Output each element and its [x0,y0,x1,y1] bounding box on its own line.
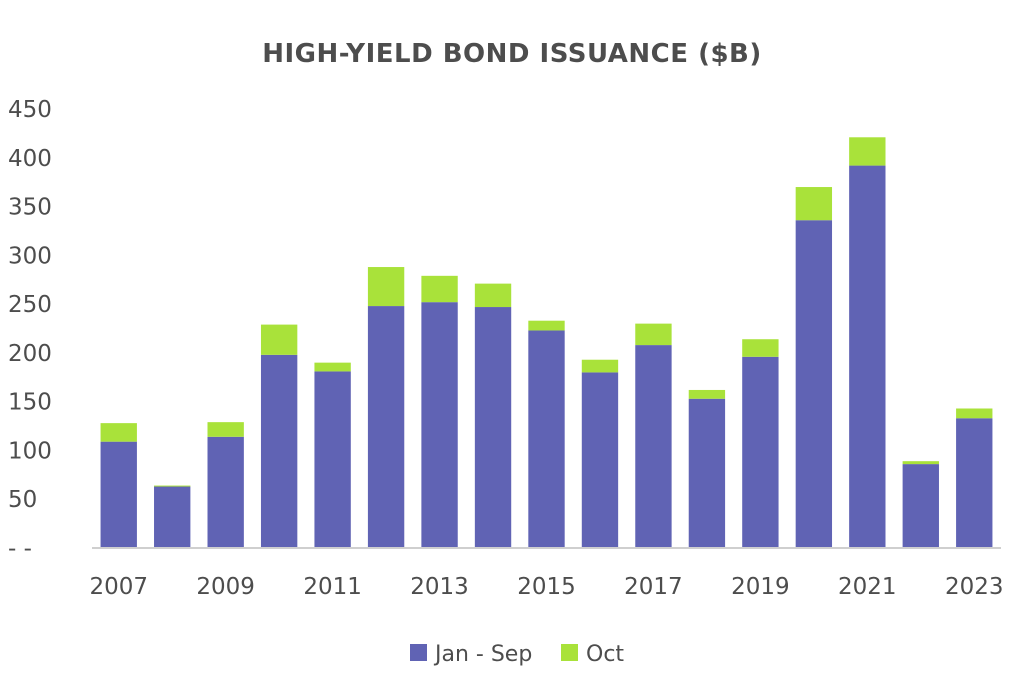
legend: Jan - Sep Oct [410,642,624,667]
bar-jan-sep-2019 [742,356,779,548]
bar-oct-2014 [474,283,512,308]
x-tick-label: 2007 [89,574,148,600]
bar-jan-sep-2007 [100,441,137,548]
bar-jan-sep-2009 [207,436,244,548]
bar-jan-sep-2013 [421,302,458,548]
bar-jan-sep-2020 [795,220,833,548]
bar-oct-2018 [688,389,726,399]
bar-oct-2007 [100,423,137,442]
bar-oct-2020 [795,187,833,221]
bar-jan-sep-2018 [688,398,726,548]
y-tick-label: 100 [8,438,52,464]
bar-jan-sep-2012 [367,306,405,548]
bar-jan-sep-2021 [849,165,886,548]
bar-oct-2017 [635,323,672,346]
legend-label: Jan - Sep [433,642,532,667]
y-tick-label: 450 [8,97,52,123]
bar-oct-2019 [742,339,779,357]
y-tick-label: - - [8,536,32,562]
bar-oct-2009 [207,422,244,437]
x-tick-label: 2017 [624,574,683,600]
y-tick-label: 250 [8,292,52,318]
bar-oct-2011 [314,362,351,372]
bar-oct-2015 [528,320,565,331]
bar-oct-2013 [421,275,458,303]
x-tick-label: 2009 [196,574,255,600]
y-tick-label: 400 [8,146,52,172]
bar-oct-2016 [581,359,619,373]
x-tick-label: 2021 [838,574,897,600]
bar-oct-2023 [956,408,993,419]
x-axis: 2007 2009 2011 2013 2015 2017 2019 2021 2023 [89,574,1003,600]
bar-jan-sep-2014 [474,307,512,548]
x-tick-label: 2011 [303,574,362,600]
y-tick-label: 150 [8,390,52,416]
bar-oct-2010 [260,324,298,355]
bar-jan-sep-2008 [154,486,191,548]
y-tick-label: 300 [8,243,52,269]
y-tick-label: 200 [8,341,52,367]
bar-jan-sep-2017 [635,345,672,548]
bar-oct-2022 [902,461,939,465]
bar-jan-sep-2015 [528,330,565,548]
bar-oct-2012 [367,267,405,307]
bar-jan-sep-2022 [902,464,939,548]
x-tick-label: 2013 [410,574,469,600]
bar-jan-sep-2011 [314,371,351,548]
legend-swatch [410,644,427,661]
bar-oct-2021 [849,137,886,166]
legend-swatch [561,644,578,661]
legend-label: Oct [586,642,624,667]
bar-jan-sep-2010 [260,354,298,548]
x-tick-label: 2023 [945,574,1004,600]
bar-oct-2008 [154,485,191,487]
y-tick-label: 350 [8,195,52,221]
bar-jan-sep-2016 [581,372,619,548]
y-axis: - - 50 100 150 200 250 300 350 400 450 [8,97,52,562]
x-tick-label: 2015 [517,574,576,600]
bar-series-group [100,137,993,548]
bar-jan-sep-2023 [956,418,993,548]
x-tick-label: 2019 [731,574,790,600]
y-tick-label: 50 [8,487,37,513]
chart-title: HIGH-YIELD BOND ISSUANCE ($B) [262,39,762,69]
